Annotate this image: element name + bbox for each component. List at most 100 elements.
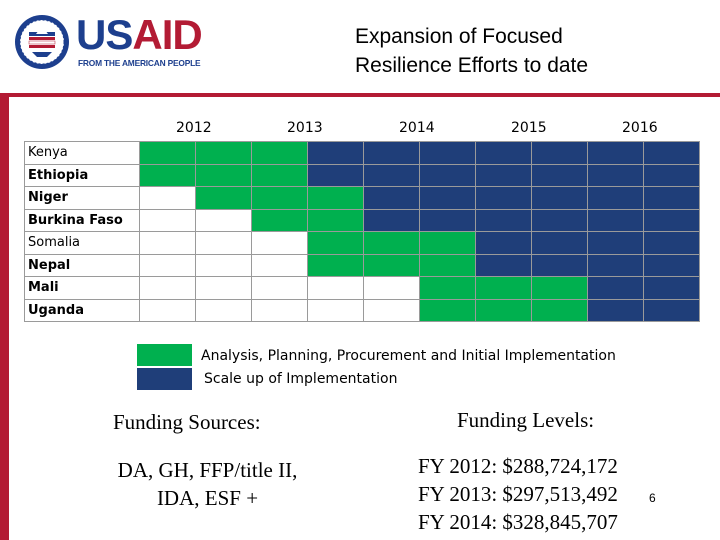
country-label: Kenya: [24, 141, 140, 165]
grid-cell-scale-up: [531, 208, 588, 232]
grid-cell-empty: [251, 253, 308, 277]
grid-cell-scale-up: [587, 231, 644, 255]
grid-cell-scale-up: [531, 163, 588, 187]
grid-cell-empty: [195, 231, 252, 255]
grid-cell-initial: [195, 163, 252, 187]
grid-cell-scale-up: [531, 253, 588, 277]
grid-cell-scale-up: [531, 186, 588, 210]
grid-cell-empty: [251, 231, 308, 255]
usaid-logo: USAID FROM THE AMERICAN PEOPLE: [14, 11, 214, 72]
funding-level-item: FY 2014: $328,845,707: [418, 510, 618, 534]
country-label: Ethiopia: [24, 163, 140, 187]
country-label: Mali: [24, 276, 140, 300]
grid-row: Kenya: [24, 141, 700, 165]
grid-cell-initial: [195, 186, 252, 210]
funding-sources-heading: Funding Sources:: [113, 410, 261, 434]
funding-sources-text: DA, GH, FFP/title II, IDA, ESF +: [90, 456, 325, 512]
year-label: 2014: [399, 120, 435, 136]
grid-cell-scale-up: [643, 276, 700, 300]
grid-cell-scale-up: [475, 208, 532, 232]
left-accent-bar: [0, 93, 9, 540]
grid-cell-scale-up: [587, 208, 644, 232]
grid-cell-scale-up: [419, 208, 476, 232]
grid-cell-scale-up: [531, 231, 588, 255]
legend-swatch-green: [137, 344, 192, 366]
grid-cell-scale-up: [307, 141, 364, 165]
title-line-1: Expansion of Focused: [355, 25, 563, 48]
year-label: 2012: [176, 120, 212, 136]
grid-cell-scale-up: [643, 298, 700, 322]
grid-row: Burkina Faso: [24, 208, 700, 232]
grid-cell-scale-up: [475, 186, 532, 210]
grid-cell-empty: [195, 208, 252, 232]
grid-cell-empty: [307, 298, 364, 322]
grid-cell-empty: [139, 231, 196, 255]
grid-cell-empty: [139, 253, 196, 277]
funding-level-item: FY 2013: $297,513,492: [418, 482, 618, 506]
grid-cell-scale-up: [307, 163, 364, 187]
grid-row: Mali: [24, 276, 700, 300]
grid-cell-initial: [139, 163, 196, 187]
grid-cell-scale-up: [587, 276, 644, 300]
legend-swatch-blue: [137, 368, 192, 390]
grid-cell-scale-up: [643, 186, 700, 210]
country-label: Uganda: [24, 298, 140, 322]
grid-cell-initial: [419, 253, 476, 277]
grid-cell-empty: [251, 298, 308, 322]
grid-cell-scale-up: [419, 163, 476, 187]
year-header: 2012 2013 2014 2015 2016: [0, 120, 720, 140]
grid-cell-scale-up: [587, 253, 644, 277]
grid-cell-empty: [195, 253, 252, 277]
grid-cell-initial: [419, 276, 476, 300]
title-line-2: Resilience Efforts to date: [355, 54, 589, 77]
grid-cell-initial: [531, 276, 588, 300]
funding-levels-heading: Funding Levels:: [457, 408, 595, 432]
grid-cell-initial: [307, 208, 364, 232]
grid-cell-initial: [475, 276, 532, 300]
grid-cell-scale-up: [363, 141, 420, 165]
grid-cell-scale-up: [587, 298, 644, 322]
header-divider: [0, 93, 720, 97]
grid-cell-scale-up: [643, 253, 700, 277]
grid-cell-initial: [139, 141, 196, 165]
grid-cell-empty: [251, 276, 308, 300]
grid-cell-empty: [195, 276, 252, 300]
grid-row: Uganda: [24, 298, 700, 322]
grid-cell-initial: [531, 298, 588, 322]
grid-cell-initial: [251, 208, 308, 232]
grid-cell-scale-up: [643, 141, 700, 165]
grid-cell-initial: [251, 163, 308, 187]
grid-cell-initial: [251, 141, 308, 165]
year-label: 2016: [622, 120, 658, 136]
page-number: 6: [649, 491, 656, 505]
grid-cell-scale-up: [475, 141, 532, 165]
slide-title: Expansion of Focused Resilience Efforts …: [355, 22, 685, 80]
grid-cell-initial: [363, 253, 420, 277]
country-label: Burkina Faso: [24, 208, 140, 232]
legend-label-blue: Scale up of Implementation: [204, 371, 398, 387]
grid-cell-initial: [419, 298, 476, 322]
grid-cell-scale-up: [531, 141, 588, 165]
funding-level-item: FY 2012: $288,724,172: [418, 454, 618, 478]
grid-cell-initial: [307, 253, 364, 277]
grid-cell-scale-up: [363, 163, 420, 187]
logo-wordmark: USAID: [76, 11, 203, 58]
grid-cell-initial: [307, 186, 364, 210]
grid-cell-scale-up: [363, 186, 420, 210]
grid-cell-initial: [363, 231, 420, 255]
country-label: Nepal: [24, 253, 140, 277]
grid-row: Niger: [24, 186, 700, 210]
usaid-seal-icon: [15, 15, 69, 69]
grid-cell-empty: [139, 208, 196, 232]
grid-row: Ethiopia: [24, 163, 700, 187]
funding-sources-line-1: DA, GH, FFP/title II,: [117, 458, 298, 482]
logo-word-us: US: [76, 11, 133, 58]
grid-row: Nepal: [24, 253, 700, 277]
grid-cell-empty: [307, 276, 364, 300]
grid-row: Somalia: [24, 231, 700, 255]
grid-cell-scale-up: [475, 231, 532, 255]
funding-sources-line-2: IDA, ESF +: [156, 486, 259, 510]
grid-cell-initial: [307, 231, 364, 255]
grid-cell-scale-up: [363, 208, 420, 232]
rollout-grid: Kenya Ethiopia Niger Burkina Faso Somalia Nep…: [24, 141, 700, 322]
